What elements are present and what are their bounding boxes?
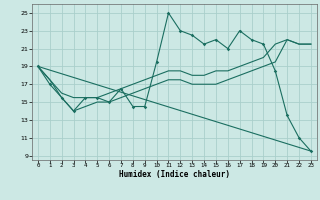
X-axis label: Humidex (Indice chaleur): Humidex (Indice chaleur) — [119, 170, 230, 179]
